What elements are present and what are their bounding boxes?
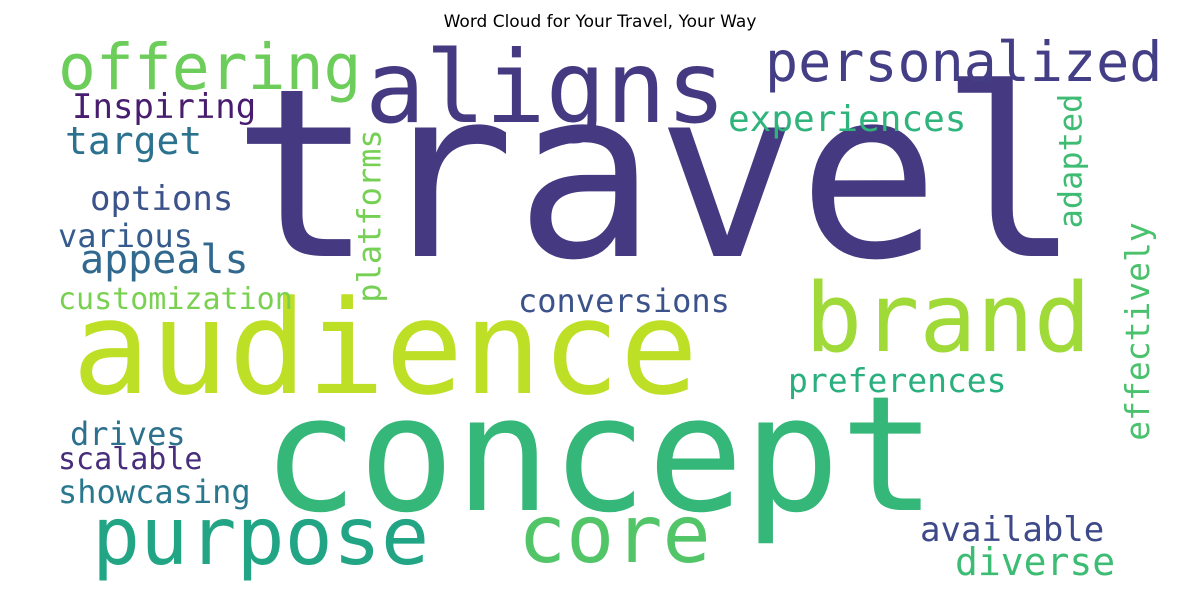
- word-options: options: [90, 179, 234, 219]
- chart-title: Word Cloud for Your Travel, Your Way: [443, 12, 757, 32]
- word-various: various: [58, 217, 193, 255]
- word-audience: audience: [72, 272, 699, 424]
- word-diverse: diverse: [955, 540, 1116, 584]
- word-appeals: appeals: [80, 237, 249, 283]
- word-experiences: experiences: [728, 99, 967, 140]
- word-core: core: [518, 488, 711, 581]
- word-conversions: conversions: [518, 282, 730, 320]
- word-showcasing: showcasing: [58, 473, 251, 511]
- word-travel: travel: [232, 39, 1081, 312]
- word-customization: customization: [58, 282, 293, 317]
- word-concept: concept: [262, 361, 937, 548]
- word-adapted: adapted: [1051, 93, 1090, 229]
- word-aligns: aligns: [365, 29, 727, 146]
- word-inspiring: Inspiring: [72, 87, 257, 127]
- word-brand: brand: [805, 264, 1091, 374]
- word-available: available: [920, 510, 1105, 550]
- word-purpose: purpose: [92, 490, 430, 583]
- word-personalized: personalized: [765, 30, 1163, 94]
- word-drives: drives: [70, 415, 186, 453]
- word-platforms: platforms: [350, 129, 389, 303]
- word-scalable: scalable: [58, 442, 203, 477]
- word-preferences: preferences: [788, 361, 1007, 400]
- word-effectively: effectively: [1117, 222, 1157, 441]
- word-target: target: [65, 119, 203, 163]
- word-offering: offering: [58, 31, 362, 104]
